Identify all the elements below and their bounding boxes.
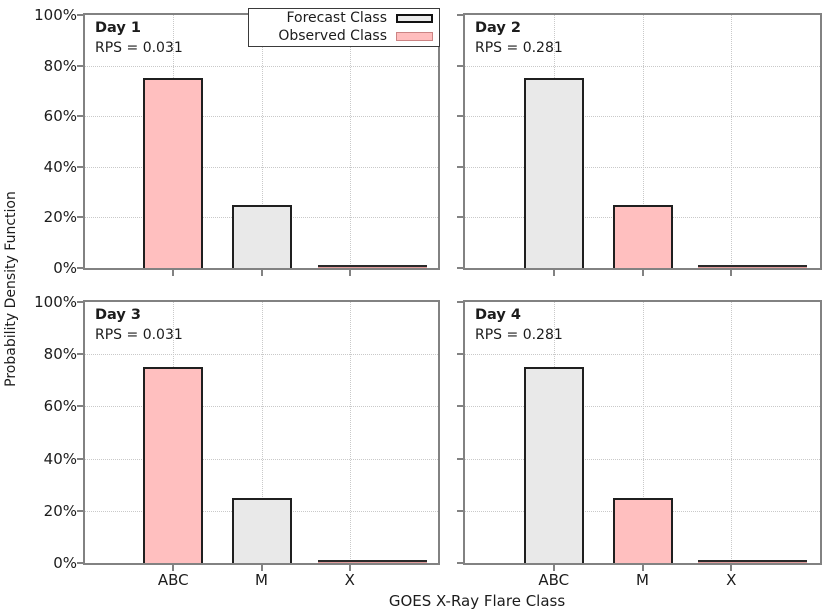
panel-day-4: Day 4 RPS = 0.281 ABC M X [457, 300, 822, 589]
bar-m [231, 204, 292, 268]
rps-value: RPS = 0.281 [475, 40, 563, 56]
y-tick-mark [457, 457, 463, 460]
x-tick-mark [260, 270, 263, 276]
y-tick-mark [457, 216, 463, 219]
bar-m [612, 497, 673, 563]
y-tick-mark [77, 216, 83, 219]
bar-x-near-zero [318, 265, 427, 268]
legend-label-observed: Observed Class [278, 28, 387, 44]
y-tick-mark [77, 562, 83, 564]
y-tick-mark [457, 562, 463, 564]
x-tick-mark [552, 270, 555, 276]
panel-title: Day 2 [475, 20, 521, 36]
x-tick-label: X [344, 571, 355, 589]
y-tick-mark [77, 405, 83, 408]
gridline-vertical [261, 302, 263, 563]
y-tick-mark [77, 457, 83, 460]
y-tick-mark [457, 64, 463, 67]
y-tick-mark [457, 301, 463, 303]
y-tick-mark [77, 353, 83, 356]
bar-abc [143, 367, 204, 563]
x-tick-mark [552, 565, 555, 571]
panel-day-3: Day 3 RPS = 0.031 0% 20% 40% 60% 80% 100% ABC M… [34, 294, 440, 589]
rps-value: RPS = 0.281 [475, 327, 563, 343]
y-tick-label: 60% [43, 397, 77, 416]
legend-item-forecast: Forecast Class [249, 11, 433, 26]
x-tick-mark [172, 270, 175, 276]
bar-x-near-zero [318, 560, 427, 563]
x-tick-mark [641, 270, 644, 276]
x-tick-label: ABC [157, 571, 189, 589]
forecast-swatch-icon [396, 14, 433, 23]
gridline-vertical [349, 302, 351, 563]
bar-m [231, 497, 292, 563]
y-tick-label: 40% [43, 157, 77, 176]
y-tick-mark [457, 405, 463, 408]
y-tick-label: 60% [43, 107, 77, 126]
y-tick-label: 0% [53, 554, 77, 572]
bar-abc [523, 367, 584, 563]
x-tick-label: M [255, 571, 268, 589]
bar-abc [523, 78, 584, 268]
x-tick-mark [730, 565, 733, 571]
gridline-vertical [731, 15, 733, 268]
x-tick-label: M [636, 571, 649, 589]
bar-x-near-zero [698, 265, 807, 268]
y-tick-mark [457, 14, 463, 16]
x-tick-mark [730, 270, 733, 276]
gridline-vertical [731, 302, 733, 563]
y-tick-mark [457, 267, 463, 269]
y-tick-mark [457, 115, 463, 118]
x-axis-title: GOES X-Ray Flare Class [388, 592, 566, 610]
x-tick-mark [260, 565, 263, 571]
y-tick-label: 20% [43, 208, 77, 227]
gridline-vertical [261, 15, 263, 268]
x-tick-mark [348, 270, 351, 276]
y-tick-label: 80% [43, 345, 77, 364]
y-tick-label: 0% [53, 259, 77, 277]
y-tick-mark [77, 165, 83, 168]
bar-m [612, 204, 673, 268]
y-tick-label: 80% [43, 56, 77, 75]
legend-item-observed: Observed Class [249, 29, 433, 44]
y-tick-label: 40% [43, 449, 77, 468]
legend-label-forecast: Forecast Class [286, 10, 387, 26]
x-tick-label: ABC [538, 571, 570, 589]
y-tick-label: 20% [43, 501, 77, 520]
rps-value: RPS = 0.031 [95, 40, 183, 56]
observed-swatch-icon [396, 32, 433, 41]
bar-x-near-zero [698, 560, 807, 563]
gridline-vertical [642, 15, 644, 268]
panel-title: Day 3 [95, 307, 141, 323]
x-tick-mark [641, 565, 644, 571]
y-tick-mark [457, 353, 463, 356]
x-tick-mark [172, 565, 175, 571]
rps-value: RPS = 0.031 [95, 327, 183, 343]
x-tick-mark [348, 565, 351, 571]
y-tick-mark [77, 301, 83, 303]
y-tick-label: 100% [34, 6, 77, 24]
y-tick-mark [77, 64, 83, 67]
legend: Forecast Class Observed Class [248, 8, 440, 47]
y-axis-title: Probability Density Function [3, 191, 19, 387]
panel-day-1: Day 1 RPS = 0.031 0% 20% 40% 60% 80% 100% [34, 7, 440, 276]
y-tick-mark [77, 115, 83, 118]
gridline-vertical [642, 302, 644, 563]
y-tick-mark [77, 267, 83, 269]
panel-title: Day 1 [95, 20, 141, 36]
y-tick-mark [77, 14, 83, 16]
y-tick-mark [457, 165, 463, 168]
gridline-vertical [349, 15, 351, 268]
y-tick-mark [457, 509, 463, 512]
panel-title: Day 4 [475, 307, 521, 323]
x-tick-label: X [726, 571, 737, 589]
bar-abc [143, 78, 204, 268]
y-tick-mark [77, 509, 83, 512]
panel-day-2: Day 2 RPS = 0.281 [457, 13, 822, 276]
y-tick-label: 100% [34, 293, 77, 311]
